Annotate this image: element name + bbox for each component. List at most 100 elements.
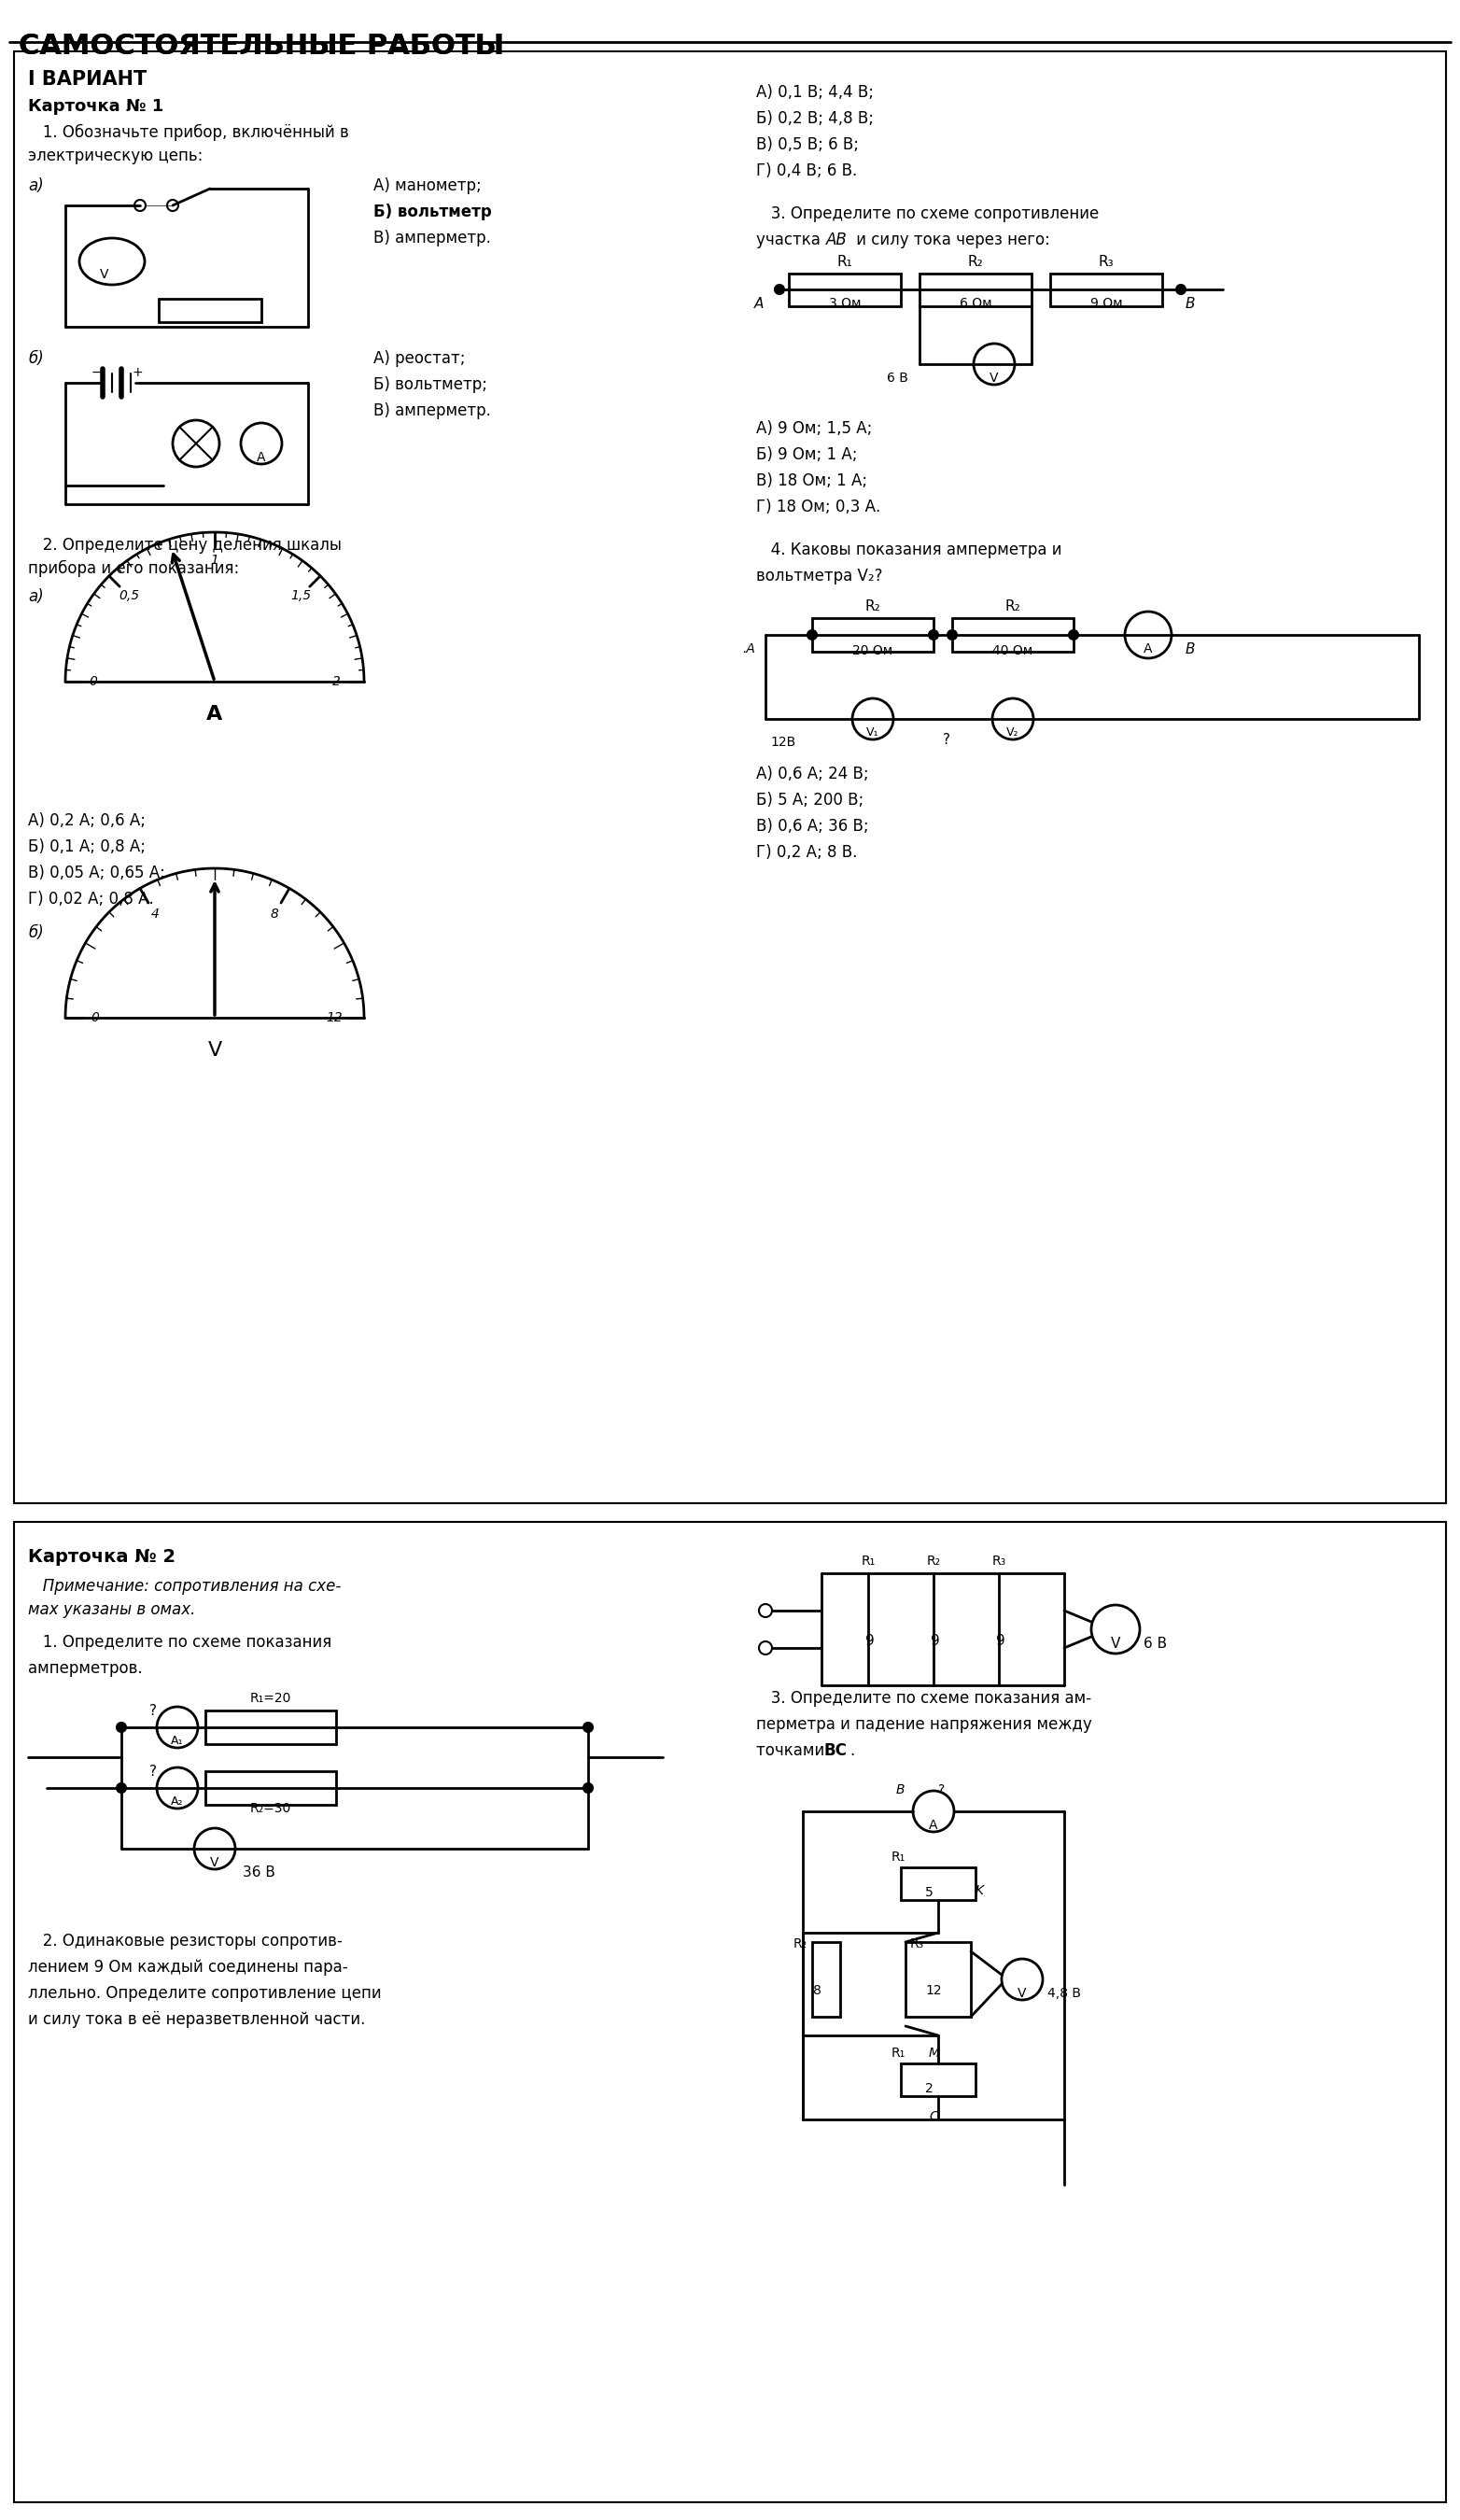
Text: В) амперметр.: В) амперметр. [374,403,491,418]
Text: ллельно. Определите сопротивление цепи: ллельно. Определите сопротивление цепи [28,1986,381,2001]
Bar [159,300,261,323]
Text: A₁: A₁ [171,1734,184,1746]
Text: V: V [101,267,110,282]
Text: .A: .A [742,643,755,655]
Text: участка: участка [756,232,825,249]
Text: AB: AB [826,232,847,249]
Text: 1. Определите по схеме показания: 1. Определите по схеме показания [28,1633,331,1651]
Text: R₂: R₂ [1004,600,1021,612]
Text: ?: ? [149,1764,156,1779]
Text: Б) 9 Ом; 1 А;: Б) 9 Ом; 1 А; [756,446,857,464]
Text: ?: ? [939,1784,945,1797]
Text: 3 Ом: 3 Ом [829,297,861,310]
Text: б): б) [28,350,44,368]
Text: V: V [210,1857,219,1870]
Text: Карточка № 1: Карточка № 1 [28,98,164,116]
Text: 12: 12 [326,1011,343,1023]
Text: 2: 2 [924,2082,933,2094]
Text: Б) 0,1 А; 0,8 А;: Б) 0,1 А; 0,8 А; [28,839,146,854]
Circle shape [929,630,939,640]
Text: 6 Ом: 6 Ом [959,297,991,310]
Text: САМОСТОЯТЕЛЬНЫЕ РАБОТЫ: САМОСТОЯТЕЛЬНЫЕ РАБОТЫ [19,33,504,60]
Text: перметра и падение напряжения между: перметра и падение напряжения между [756,1716,1092,1734]
Text: 4: 4 [150,907,159,920]
Text: А) 0,2 А; 0,6 А;: А) 0,2 А; 0,6 А; [28,811,146,829]
Circle shape [1177,285,1186,295]
Text: R₂=30: R₂=30 [250,1802,292,1814]
Circle shape [117,1784,126,1792]
Text: САМОСТОЯТЕЛЬНЫЕ РАБОТЫ: САМОСТОЯТЕЛЬНЫЕ РАБОТЫ [19,33,504,60]
Text: 9: 9 [996,1633,1006,1648]
Text: R₁: R₁ [892,2046,905,2059]
Text: 12: 12 [926,1983,942,1998]
Text: 1,5: 1,5 [291,590,311,602]
Bar [920,275,1032,307]
Text: лением 9 Ом каждый соединены пара-: лением 9 Ом каждый соединены пара- [28,1958,347,1976]
Text: электрическую цепь:: электрическую цепь: [28,149,203,164]
Bar [901,2064,975,2097]
Text: амперметров.: амперметров. [28,1661,143,1676]
Text: вольтметра V₂?: вольтметра V₂? [756,567,883,585]
Text: 4,8 В: 4,8 В [1047,1986,1080,2001]
Text: A: A [257,451,266,464]
Text: 12В: 12В [769,736,796,748]
Text: В) 0,05 А; 0,65 А;: В) 0,05 А; 0,65 А; [28,864,165,882]
Text: K: K [975,1885,984,1898]
Text: прибора и его показания:: прибора и его показания: [28,559,239,577]
Text: точками: точками [756,1741,829,1759]
Text: V: V [1018,1986,1026,2001]
Circle shape [584,1724,593,1731]
Bar [901,1867,975,1900]
Circle shape [584,1784,593,1792]
Bar [905,1943,971,2016]
Text: Б) вольтметр: Б) вольтметр [374,204,492,219]
Text: A: A [207,706,223,723]
Text: BC: BC [825,1741,847,1759]
Text: и силу тока в её неразветвленной части.: и силу тока в её неразветвленной части. [28,2011,365,2029]
Bar [206,1711,336,1744]
Bar [15,1522,1445,2502]
Text: V₂: V₂ [1006,726,1019,738]
Text: R₃: R₃ [910,1938,924,1950]
Text: B: B [1186,643,1196,655]
Text: 2. Одинаковые резисторы сопротив-: 2. Одинаковые резисторы сопротив- [28,1933,342,1950]
Text: В) 0,5 В; 6 В;: В) 0,5 В; 6 В; [756,136,858,154]
Text: R₁=20: R₁=20 [250,1691,292,1706]
Text: .: . [850,1741,854,1759]
Text: 36 В: 36 В [242,1865,276,1880]
Bar [952,617,1073,653]
Text: A₂: A₂ [171,1794,184,1807]
Text: А) реостат;: А) реостат; [374,350,466,368]
Bar [788,275,901,307]
Text: 40 Ом: 40 Ом [993,645,1034,658]
Text: ?: ? [943,733,950,746]
Text: A: A [929,1819,937,1832]
Text: А) 9 Ом; 1,5 А;: А) 9 Ом; 1,5 А; [756,421,872,436]
Text: б): б) [28,925,44,940]
Circle shape [1069,630,1077,640]
Text: 6 В: 6 В [1143,1635,1167,1651]
Text: R₃: R₃ [991,1555,1006,1567]
Text: 3. Определите по схеме сопротивление: 3. Определите по схеме сопротивление [756,207,1099,222]
Text: Примечание: сопротивления на схе-: Примечание: сопротивления на схе- [28,1578,342,1595]
Text: 0,5: 0,5 [118,590,139,602]
Text: Б) 0,2 В; 4,8 В;: Б) 0,2 В; 4,8 В; [756,111,873,126]
Text: V: V [1111,1635,1120,1651]
Text: R₂: R₂ [864,600,880,612]
Text: B: B [896,1784,905,1797]
Circle shape [775,285,784,295]
Text: В) 0,6 А; 36 В;: В) 0,6 А; 36 В; [756,819,869,834]
Text: Б) 5 А; 200 В;: Б) 5 А; 200 В; [756,791,864,809]
Text: В) амперметр.: В) амперметр. [374,229,491,247]
Text: R₁: R₁ [861,1555,876,1567]
Text: ?: ? [149,1704,156,1719]
Text: 2. Определите цену деления шкалы: 2. Определите цену деления шкалы [28,537,342,554]
Bar [206,1772,336,1804]
Text: А) 0,1 В; 4,4 В;: А) 0,1 В; 4,4 В; [756,83,873,101]
Text: Г) 0,02 А; 0,8 А.: Г) 0,02 А; 0,8 А. [28,890,153,907]
Bar [812,1943,839,2016]
Bar [812,617,933,653]
Text: а): а) [28,176,44,194]
Text: R₁: R₁ [892,1850,905,1865]
Circle shape [117,1724,126,1731]
